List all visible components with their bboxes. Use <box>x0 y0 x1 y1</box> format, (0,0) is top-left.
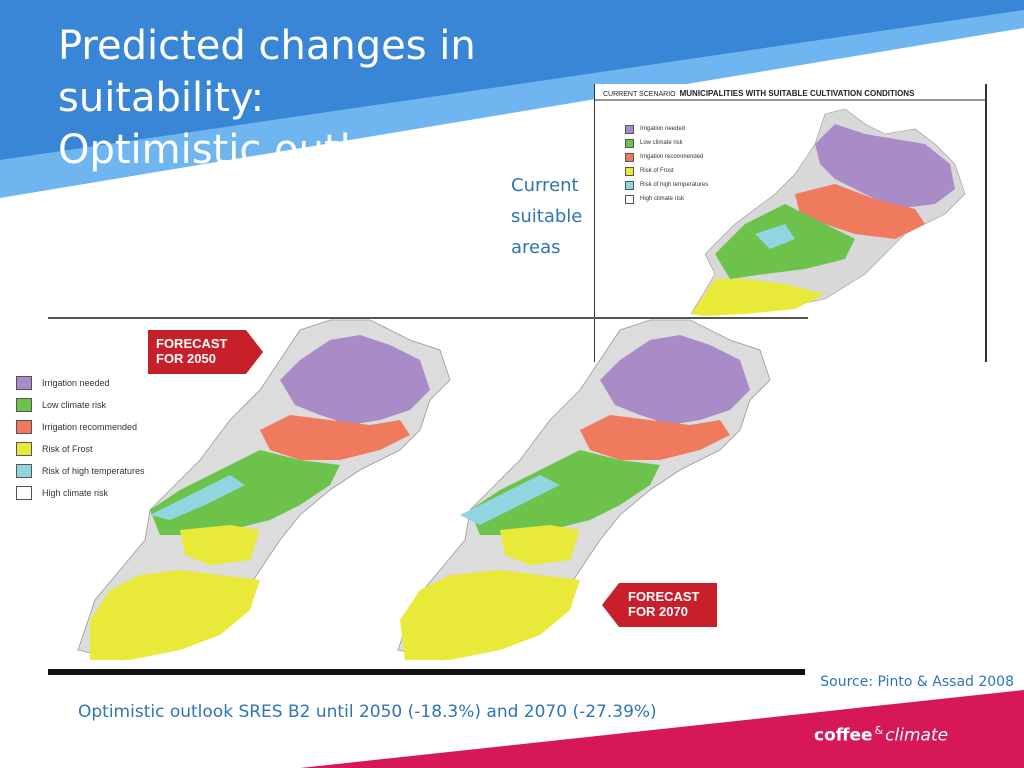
legend-label: Risk of Frost <box>640 168 674 174</box>
legend-swatch <box>16 398 32 412</box>
legend-label: Low climate risk <box>42 400 107 410</box>
legend-label: Irrigation recommended <box>640 154 704 160</box>
forecast-2070-line: FOR 2070 <box>628 604 688 619</box>
legend-swatch <box>16 420 32 434</box>
legend-swatch <box>625 152 634 162</box>
legend-swatch <box>625 138 634 148</box>
brand-word-1: coffee <box>814 725 873 746</box>
legend-item: Low climate risk <box>16 394 145 416</box>
inset-legend-item: Irrigation recommended <box>625 150 708 164</box>
legend-label: High climate risk <box>42 488 109 498</box>
scenario-label: CURRENT SCENARIO <box>603 91 676 98</box>
current-label-line: areas <box>511 237 561 258</box>
current-map-drawing <box>595 99 985 316</box>
legend-label: Risk of Frost <box>42 444 93 454</box>
title-line-1: Predicted changes in suitability: <box>58 23 476 121</box>
legend-swatch <box>625 166 634 176</box>
legend-swatch <box>625 124 634 134</box>
inset-legend-item: Low climate risk <box>625 136 708 150</box>
legend-label: High climate risk <box>640 196 685 202</box>
legend-label: Low climate risk <box>640 140 683 146</box>
forecast-2050-map <box>77 319 451 661</box>
legend-swatch <box>16 486 32 500</box>
brand-logo: coffee & climate <box>814 724 948 746</box>
inset-heading: CURRENT SCENARIO MUNICIPALITIES WITH SUIT… <box>603 89 914 98</box>
inset-title: MUNICIPALITIES WITH SUITABLE CULTIVATION… <box>679 89 915 98</box>
current-label-line: Current <box>511 175 579 196</box>
legend-item: Risk of Frost <box>16 438 145 460</box>
legend-swatch <box>16 442 32 456</box>
inset-legend: Irrigation needed Low climate risk Irrig… <box>625 122 708 206</box>
legend-swatch <box>625 194 634 204</box>
inset-legend-item: Irrigation needed <box>625 122 708 136</box>
legend-swatch <box>16 376 32 390</box>
source-citation: Source: Pinto & Assad 2008 <box>820 674 1014 690</box>
slide-title: Predicted changes in suitability: Optimi… <box>58 20 618 176</box>
legend-item: High climate risk <box>16 482 145 504</box>
inset-legend-item: Risk of high temperatures <box>625 178 708 192</box>
current-label-line: suitable <box>511 206 583 227</box>
brand-word-2: climate <box>885 725 949 746</box>
legend-label: Risk of high temperatures <box>42 466 145 476</box>
forecast-2070-map <box>397 319 771 661</box>
current-scenario-map: CURRENT SCENARIO MUNICIPALITIES WITH SUIT… <box>594 84 987 362</box>
inset-legend-item: High climate risk <box>625 192 708 206</box>
legend-item: Risk of high temperatures <box>16 460 145 482</box>
title-line-2: Optimistic outlook <box>58 127 423 173</box>
legend-label: Risk of high temperatures <box>640 182 709 188</box>
forecast-maps <box>48 317 808 675</box>
legend-swatch <box>625 180 634 190</box>
map-legend: Irrigation needed Low climate risk Irrig… <box>16 372 145 504</box>
brand-amp: & <box>874 724 884 737</box>
forecast-2050-banner: FORECAST FOR 2050 <box>148 330 263 374</box>
legend-label: Irrigation needed <box>640 126 686 132</box>
forecast-2070-banner: FORECAST FOR 2070 <box>602 583 717 627</box>
forecast-2070-line: FORECAST <box>628 589 700 604</box>
legend-item: Irrigation needed <box>16 372 145 394</box>
legend-swatch <box>16 464 32 478</box>
legend-label: Irrigation recommended <box>42 422 138 432</box>
slide-caption: Optimistic outlook SRES B2 until 2050 (-… <box>78 702 657 722</box>
forecast-2050-line: FORECAST <box>156 336 228 351</box>
legend-item: Irrigation recommended <box>16 416 145 438</box>
inset-legend-item: Risk of Frost <box>625 164 708 178</box>
forecast-2050-line: FOR 2050 <box>156 351 216 366</box>
legend-label: Irrigation needed <box>42 378 110 388</box>
current-areas-label: Current suitable areas <box>511 170 582 263</box>
